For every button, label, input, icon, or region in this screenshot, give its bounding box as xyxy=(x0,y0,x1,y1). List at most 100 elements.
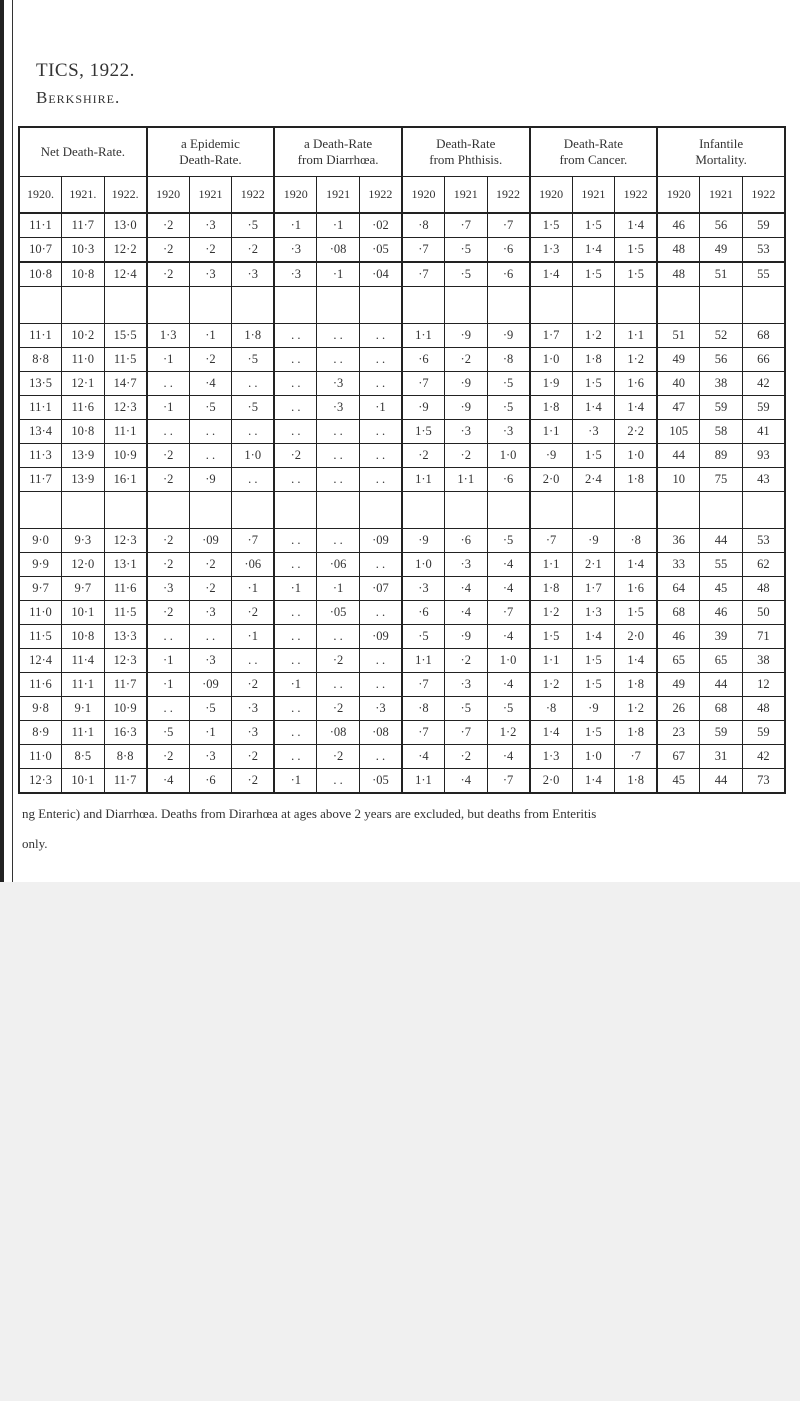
table-cell: . . xyxy=(274,553,317,577)
table-cell: 55 xyxy=(700,553,743,577)
table-cell: ·3 xyxy=(402,577,445,601)
table-cell: 1·8 xyxy=(615,468,658,492)
table-cell xyxy=(402,287,445,324)
table-cell: 44 xyxy=(657,444,700,468)
table-cell: 47 xyxy=(657,396,700,420)
table-cell: 11·4 xyxy=(62,649,105,673)
table-cell: ·5 xyxy=(189,697,232,721)
table-cell: 38 xyxy=(700,372,743,396)
table-cell: 64 xyxy=(657,577,700,601)
table-cell: ·06 xyxy=(317,553,360,577)
table-cell: ·7 xyxy=(402,372,445,396)
table-cell: 105 xyxy=(657,420,700,444)
table-cell: . . xyxy=(359,348,402,372)
table-cell: . . xyxy=(232,420,275,444)
table-cell: 11·7 xyxy=(104,673,147,697)
table-cell: 13·4 xyxy=(19,420,62,444)
table-cell: 1·8 xyxy=(232,324,275,348)
table-cell: ·2 xyxy=(189,553,232,577)
table-cell: ·3 xyxy=(359,697,402,721)
table-cell: 59 xyxy=(700,721,743,745)
table-cell: 1·8 xyxy=(572,348,615,372)
table-cell: . . xyxy=(317,420,360,444)
table-cell: ·7 xyxy=(402,238,445,263)
table-cell: ·5 xyxy=(487,396,530,420)
table-row: 8·811·011·5·1·2·5. .. .. .·6·2·81·01·81·… xyxy=(19,348,785,372)
table-cell xyxy=(317,492,360,529)
table-cell: 43 xyxy=(742,468,785,492)
table-cell: 46 xyxy=(657,625,700,649)
table-cell: ·3 xyxy=(444,673,487,697)
table-cell: . . xyxy=(359,673,402,697)
table-cell: ·2 xyxy=(317,649,360,673)
table-cell: ·2 xyxy=(147,553,190,577)
table-cell: ·9 xyxy=(572,697,615,721)
table-cell: ·5 xyxy=(232,348,275,372)
table-cell: ·5 xyxy=(487,529,530,553)
table-cell: 58 xyxy=(700,420,743,444)
table-cell: ·7 xyxy=(615,745,658,769)
table-cell: 12·3 xyxy=(104,649,147,673)
table-cell: 1·4 xyxy=(615,649,658,673)
table-cell: 9·3 xyxy=(62,529,105,553)
table-cell: . . xyxy=(232,372,275,396)
table-cell xyxy=(189,287,232,324)
table-cell: 11·7 xyxy=(62,213,105,238)
table-cell: 13·9 xyxy=(62,444,105,468)
table-cell: 36 xyxy=(657,529,700,553)
table-cell: 53 xyxy=(742,529,785,553)
table-cell: ·3 xyxy=(274,262,317,287)
table-cell: ·9 xyxy=(402,529,445,553)
table-cell: ·4 xyxy=(487,625,530,649)
table-cell xyxy=(104,287,147,324)
table-cell: 1·4 xyxy=(615,553,658,577)
table-cell: ·1 xyxy=(147,673,190,697)
table-cell: ·2 xyxy=(232,745,275,769)
table-cell: 1·3 xyxy=(572,601,615,625)
table-cell: ·09 xyxy=(189,529,232,553)
table-cell: ·9 xyxy=(530,444,573,468)
table-cell xyxy=(104,492,147,529)
table-cell: ·5 xyxy=(444,238,487,263)
table-cell: 11·1 xyxy=(19,324,62,348)
table-cell: 65 xyxy=(657,649,700,673)
table-cell: 12·1 xyxy=(62,372,105,396)
table-cell xyxy=(742,492,785,529)
table-cell xyxy=(62,492,105,529)
table-cell: ·5 xyxy=(147,721,190,745)
table-cell: ·2 xyxy=(444,649,487,673)
table-cell: 1·8 xyxy=(530,577,573,601)
table-cell: ·3 xyxy=(189,745,232,769)
table-row: 9·89·110·9. .·5·3. .·2·3·8·5·5·8·91·2266… xyxy=(19,697,785,721)
table-cell: 1·1 xyxy=(530,553,573,577)
column-year-header: 1921. xyxy=(62,177,105,214)
table-cell: ·2 xyxy=(189,238,232,263)
table-cell: 1·0 xyxy=(487,649,530,673)
table-cell: 2·0 xyxy=(530,468,573,492)
table-cell: 11·3 xyxy=(19,444,62,468)
table-cell: ·2 xyxy=(147,745,190,769)
table-cell: ·1 xyxy=(189,721,232,745)
table-cell: ·5 xyxy=(444,262,487,287)
table-cell: 10·8 xyxy=(62,420,105,444)
table-cell: ·6 xyxy=(487,238,530,263)
table-cell: ·6 xyxy=(487,468,530,492)
table-cell: ·7 xyxy=(402,721,445,745)
table-cell: 11·0 xyxy=(19,745,62,769)
table-cell: ·5 xyxy=(232,213,275,238)
table-cell: ·4 xyxy=(147,769,190,794)
table-cell: ·8 xyxy=(615,529,658,553)
table-cell: ·1 xyxy=(317,262,360,287)
table-cell: ·08 xyxy=(359,721,402,745)
table-cell: 11·6 xyxy=(19,673,62,697)
table-cell xyxy=(402,492,445,529)
table-cell: 1·4 xyxy=(572,625,615,649)
table-cell xyxy=(530,492,573,529)
table-cell: . . xyxy=(359,444,402,468)
table-cell: 50 xyxy=(742,601,785,625)
table-row: 9·79·711·6·3·2·1·1·1·07·3·4·41·81·71·664… xyxy=(19,577,785,601)
table-cell: ·7 xyxy=(444,721,487,745)
table-cell: 38 xyxy=(742,649,785,673)
column-year-header: 1922 xyxy=(742,177,785,214)
table-cell: 48 xyxy=(742,697,785,721)
